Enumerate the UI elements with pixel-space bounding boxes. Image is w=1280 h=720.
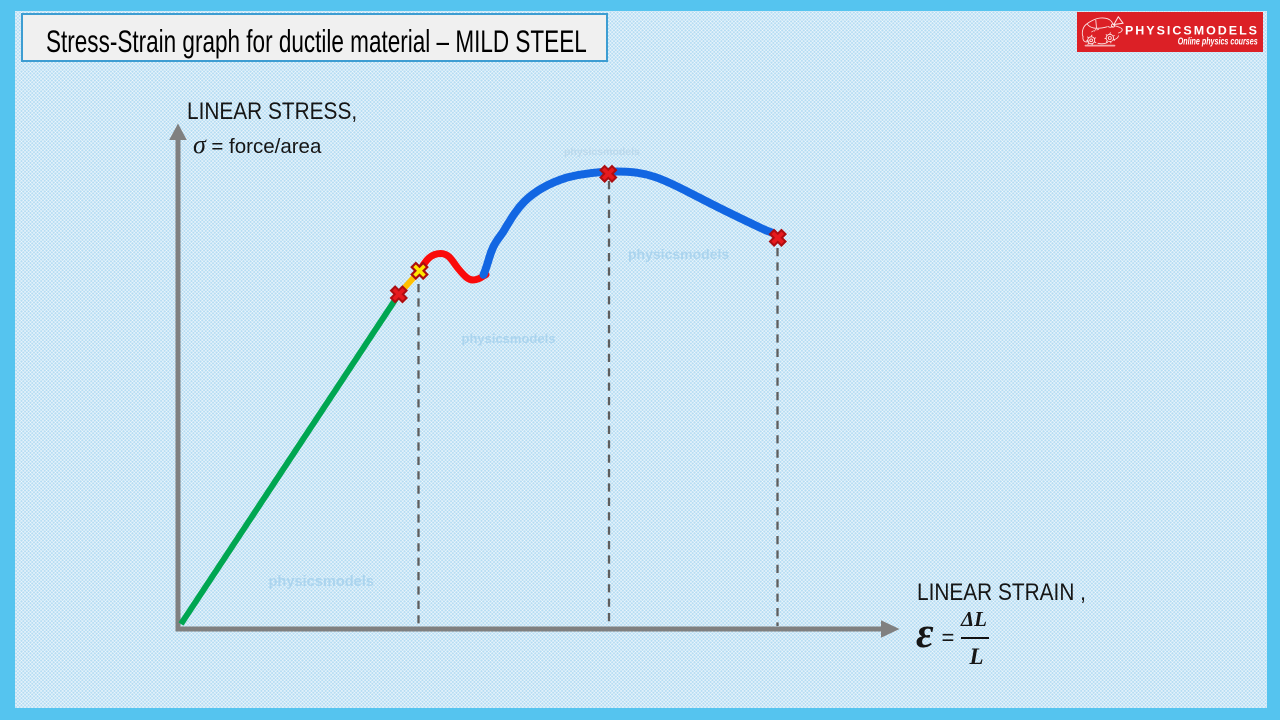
svg-text:PHYSICSMODELS: PHYSICSMODELS [1125, 23, 1259, 37]
svg-text:Online physics courses: Online physics courses [1178, 37, 1258, 48]
